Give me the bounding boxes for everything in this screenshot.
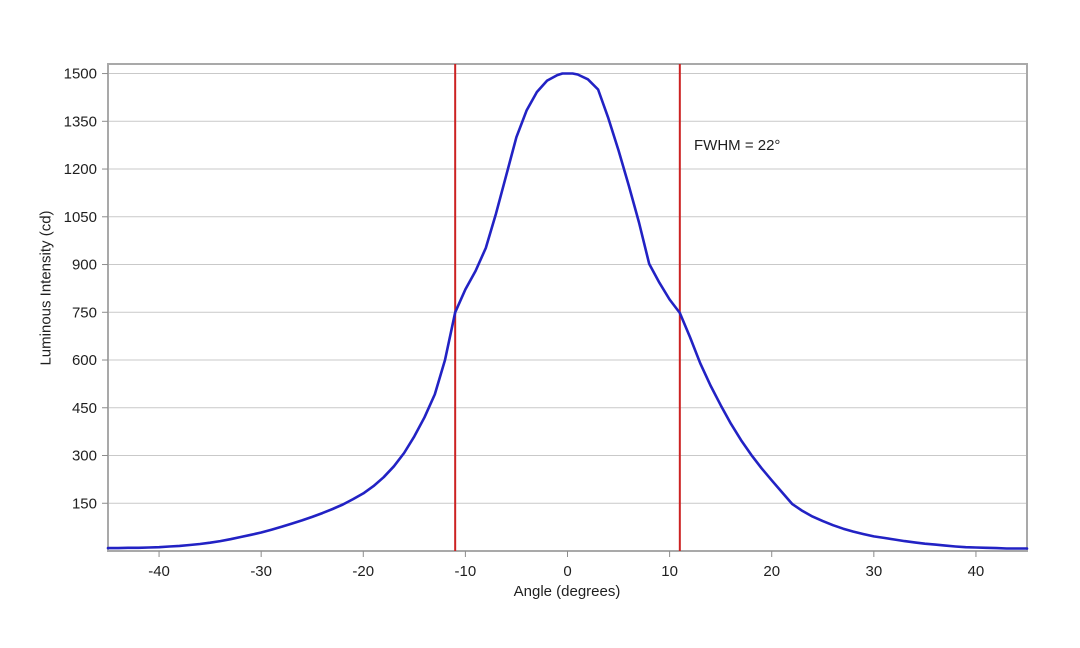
x-tick-label--10: -10 bbox=[455, 563, 477, 580]
y-tick-label-1500: 1500 bbox=[64, 66, 97, 83]
x-tick-label--30: -30 bbox=[250, 563, 272, 580]
x-tick-label-40: 40 bbox=[968, 563, 985, 580]
y-axis-title: Luminous Intensity (cd) bbox=[37, 210, 55, 366]
fwhm-annotation: FWHM = 22° bbox=[694, 137, 781, 154]
y-tick-label-750: 750 bbox=[72, 304, 97, 321]
x-tick-label-10: 10 bbox=[661, 563, 678, 580]
y-tick-label-600: 600 bbox=[72, 352, 97, 369]
x-tick-label--20: -20 bbox=[352, 563, 374, 580]
plot-frame bbox=[107, 63, 1028, 552]
x-tick-label-20: 20 bbox=[763, 563, 780, 580]
luminous-intensity-curve bbox=[106, 72, 1029, 550]
y-tick-label-1050: 1050 bbox=[64, 209, 97, 226]
y-tick-label-1350: 1350 bbox=[64, 113, 97, 130]
y-tick-label-300: 300 bbox=[72, 448, 97, 465]
y-tick-label-1200: 1200 bbox=[64, 161, 97, 178]
x-tick-label-30: 30 bbox=[865, 563, 882, 580]
x-axis-title: Angle (degrees) bbox=[513, 583, 621, 600]
x-tick-label--40: -40 bbox=[148, 563, 170, 580]
y-tick-label-900: 900 bbox=[72, 257, 97, 274]
y-tick-label-150: 150 bbox=[72, 495, 97, 512]
x-tick-label-0: 0 bbox=[563, 563, 571, 580]
y-tick-label-450: 450 bbox=[72, 400, 97, 417]
